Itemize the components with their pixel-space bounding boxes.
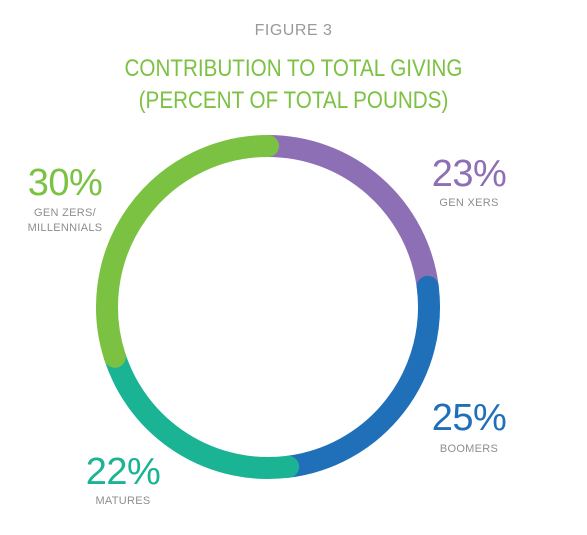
chart-title-line-1: CONTRIBUTION TO TOTAL GIVING [124,55,463,82]
slice-value-boomers: 25% [431,397,507,439]
slice-category-gen-zers-line-1: GEN ZERS/ [34,207,96,219]
slice-value-matures: 22% [85,451,161,493]
slice-value-gen-zers-millennials: 30% [27,162,103,204]
slice-category-matures: MATURES [95,495,151,507]
donut-slice-gen-zers-millennials [96,135,279,368]
slice-category-boomers: BOOMERS [439,443,499,455]
figure-label: FIGURE 3 [254,22,333,39]
chart-title-line-2: (PERCENT OF TOTAL POUNDS) [138,87,449,114]
slice-category-gen-xers: GEN XERS [439,197,499,209]
donut-slice-matures [103,345,300,479]
slice-value-gen-xers: 23% [431,153,507,195]
donut-slice-boomers [277,275,440,478]
slice-category-gen-zers-line-2: MILLENNIALS [27,222,103,234]
donut-slice-gen-xers [257,135,439,298]
